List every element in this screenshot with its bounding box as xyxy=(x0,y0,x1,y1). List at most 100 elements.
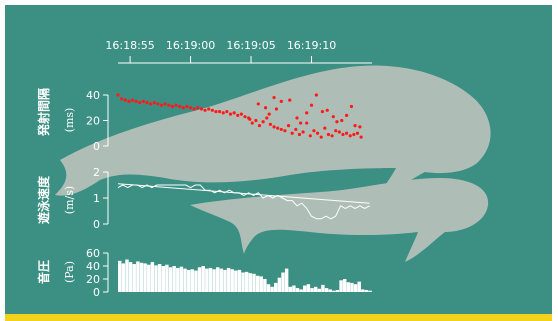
interval-point xyxy=(276,126,280,130)
pressure-bar xyxy=(157,264,162,292)
pressure-bar xyxy=(121,263,126,292)
interval-point xyxy=(120,97,124,101)
interval-point xyxy=(272,125,276,129)
interval-point xyxy=(145,101,149,105)
pressure-bar xyxy=(317,288,322,292)
interval-point xyxy=(243,115,247,119)
interval-point xyxy=(178,104,182,109)
interval-point xyxy=(210,108,214,112)
interval-point xyxy=(141,99,145,103)
interval-point xyxy=(225,109,229,114)
pressure-bar xyxy=(226,267,231,292)
interval-point xyxy=(290,131,294,135)
interval-point xyxy=(261,120,265,124)
interval-point xyxy=(257,124,262,128)
interval-point xyxy=(330,134,334,138)
interval-point xyxy=(309,103,314,107)
interval-points xyxy=(116,93,363,139)
pressure-bar xyxy=(328,289,332,292)
pressure-bar xyxy=(154,265,158,292)
time-tick-label: 16:19:05 xyxy=(226,39,275,52)
interval-point xyxy=(308,134,312,138)
bottom-bar xyxy=(5,314,552,321)
interval-point xyxy=(352,132,356,137)
interval-point xyxy=(138,101,142,105)
pressure-bar xyxy=(183,268,187,292)
pressure-bar xyxy=(357,281,361,292)
pressure-bar xyxy=(313,286,318,292)
pressure-bar xyxy=(292,285,296,292)
interval-point xyxy=(274,107,279,111)
interval-point xyxy=(268,122,272,126)
pressure-bars xyxy=(118,259,372,292)
interval-point xyxy=(214,109,218,114)
interval-point xyxy=(299,121,303,125)
interval-point xyxy=(156,102,160,106)
interval-point xyxy=(267,112,271,116)
interval-tick-label: 0 xyxy=(93,140,100,153)
interval-point xyxy=(349,104,354,109)
time-tick-label: 16:18:55 xyxy=(105,39,154,52)
interval-point xyxy=(254,118,258,123)
pressure-bar xyxy=(324,288,329,292)
interval-point xyxy=(314,93,318,97)
interval-point xyxy=(355,131,360,135)
pressure-bar xyxy=(284,268,289,292)
pressure-bar xyxy=(252,273,256,292)
interval-point xyxy=(331,115,335,119)
interval-point xyxy=(323,126,327,130)
pressure-bar xyxy=(332,290,336,292)
pressure-bar xyxy=(230,269,234,292)
dolphin-illustration xyxy=(55,65,491,262)
interval-point xyxy=(159,103,164,107)
pressure-bar xyxy=(342,279,347,292)
pressure-bar xyxy=(118,260,122,292)
pressure-bar xyxy=(212,269,216,292)
pressure-bar xyxy=(288,286,292,292)
pressure-bar xyxy=(270,286,274,292)
pressure-bar xyxy=(274,282,278,292)
interval-point xyxy=(340,118,344,123)
pressure-tick-label: 20 xyxy=(86,273,100,286)
interval-point xyxy=(325,108,329,112)
pressure-tick-label: 40 xyxy=(86,260,100,273)
pressure-bar xyxy=(259,276,263,292)
time-axis: 16:18:55 16:19:00 16:19:05 16:19:10 xyxy=(105,39,372,64)
pressure-bar xyxy=(139,262,144,292)
interval-point xyxy=(286,124,291,128)
interval-tick-label: 20 xyxy=(86,115,100,128)
pressure-bar xyxy=(136,261,140,292)
pressure-bar xyxy=(266,284,271,292)
pressure-bar xyxy=(208,267,213,292)
pressure-bar xyxy=(197,267,202,292)
interval-point xyxy=(263,106,268,110)
pressure-bar xyxy=(234,270,238,292)
interval-point xyxy=(315,131,320,135)
time-tick-label: 16:19:00 xyxy=(166,39,215,52)
interval-point xyxy=(288,98,292,102)
interval-point xyxy=(218,109,222,114)
speed-tick-label: 2 xyxy=(93,166,100,179)
interval-point xyxy=(207,107,211,111)
speed-axis: 0 1 2 xyxy=(93,166,109,231)
interval-ylabel: 発射間隔 xyxy=(36,88,51,137)
pressure-bar xyxy=(364,290,369,292)
interval-point xyxy=(319,135,323,139)
interval-point xyxy=(283,129,287,133)
interval-point xyxy=(337,130,341,134)
interval-point xyxy=(181,106,185,110)
interval-point xyxy=(232,111,236,115)
pressure-bar xyxy=(190,269,195,292)
interval-point xyxy=(228,112,233,116)
interval-point xyxy=(192,107,196,111)
pressure-bar xyxy=(277,277,282,292)
speed-ylabel: 遊泳速度 xyxy=(36,175,51,224)
pressure-bar xyxy=(194,270,198,292)
interval-point xyxy=(279,99,283,103)
pressure-bar xyxy=(303,285,307,292)
pressure-bar xyxy=(368,290,372,292)
interval-point xyxy=(297,132,302,137)
interval-point xyxy=(203,108,207,112)
